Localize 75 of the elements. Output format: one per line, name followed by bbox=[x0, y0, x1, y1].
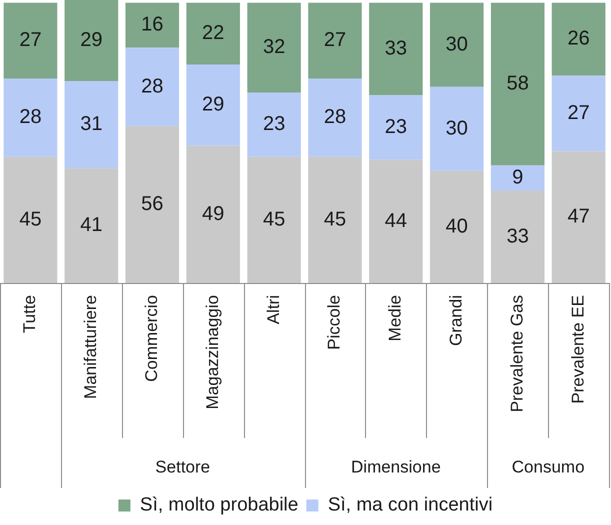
bar bbox=[430, 86, 484, 171]
data-label: 32 bbox=[262, 36, 286, 58]
data-label: 29 bbox=[80, 29, 102, 52]
bar bbox=[552, 2, 606, 76]
bar bbox=[552, 76, 606, 152]
bar bbox=[308, 156, 362, 283]
x-tick-label: Magazzinaggio bbox=[202, 295, 222, 410]
data-label: 23 bbox=[262, 113, 286, 136]
data-label: 22 bbox=[202, 22, 224, 44]
x-tick-label: Prevalente Gas bbox=[507, 295, 526, 412]
data-label: 33 bbox=[506, 225, 529, 248]
data-label: 16 bbox=[141, 14, 164, 36]
data-label: 44 bbox=[384, 210, 408, 232]
bar bbox=[4, 156, 58, 283]
data-label: 28 bbox=[19, 106, 42, 128]
data-label: 30 bbox=[446, 117, 468, 140]
text: Settore bbox=[155, 458, 210, 477]
data-label: 27 bbox=[19, 29, 42, 52]
bar bbox=[64, 168, 118, 283]
bar bbox=[247, 2, 301, 92]
data-label: 26 bbox=[567, 28, 590, 50]
data-label: 31 bbox=[80, 113, 102, 136]
bar bbox=[552, 151, 606, 283]
data-label: 41 bbox=[80, 214, 102, 236]
data-label: 23 bbox=[384, 116, 408, 138]
data-label: 58 bbox=[506, 72, 529, 95]
bar bbox=[125, 126, 180, 283]
data-label: 49 bbox=[202, 202, 224, 225]
bar bbox=[247, 92, 301, 157]
bar bbox=[186, 64, 240, 146]
bar bbox=[490, 2, 544, 166]
bar bbox=[430, 2, 484, 87]
x-tick-label: Altri bbox=[264, 295, 283, 324]
bar bbox=[186, 2, 240, 64]
x-tick-label: Commercio bbox=[142, 295, 161, 382]
bar bbox=[64, 0, 118, 82]
x-tick-label: Grandi bbox=[446, 295, 466, 346]
bar bbox=[4, 2, 58, 78]
bar bbox=[369, 2, 423, 96]
bar bbox=[369, 160, 423, 283]
legend-label: Sì, molto probabile bbox=[140, 494, 298, 516]
data-label: 9 bbox=[512, 166, 524, 188]
data-label: 45 bbox=[262, 208, 286, 230]
bar bbox=[369, 95, 423, 160]
bar bbox=[430, 170, 484, 283]
bar bbox=[247, 156, 301, 283]
data-label: 30 bbox=[446, 33, 468, 56]
data-label: 56 bbox=[141, 193, 164, 216]
bar bbox=[490, 165, 544, 191]
text: Dimensione bbox=[351, 458, 441, 477]
x-tick-label: Medie bbox=[386, 295, 405, 342]
x-tick-label: Prevalente EE bbox=[568, 295, 588, 404]
data-label: 45 bbox=[19, 208, 42, 230]
legend-label: Sì, ma con incentivi bbox=[328, 494, 493, 516]
bar bbox=[125, 48, 180, 126]
data-label: 33 bbox=[384, 38, 408, 60]
x-tick-label: Piccole bbox=[324, 295, 344, 350]
x-tick-label: Tutte bbox=[20, 295, 40, 334]
data-label: 29 bbox=[202, 94, 224, 116]
bar bbox=[490, 190, 544, 283]
bar bbox=[186, 146, 240, 283]
data-label: 45 bbox=[324, 208, 346, 230]
data-label: 28 bbox=[324, 106, 346, 128]
data-label: 28 bbox=[141, 75, 164, 98]
x-tick-label: Manifatturiere bbox=[81, 295, 100, 399]
bar bbox=[125, 2, 180, 48]
text: Consumo bbox=[512, 458, 585, 477]
bar bbox=[4, 78, 58, 157]
bar bbox=[308, 78, 362, 157]
bar bbox=[64, 81, 118, 168]
data-label: 27 bbox=[567, 102, 590, 124]
data-label: 27 bbox=[324, 29, 346, 52]
data-label: 40 bbox=[446, 215, 468, 238]
data-label: 47 bbox=[567, 206, 590, 228]
bar bbox=[308, 2, 362, 78]
